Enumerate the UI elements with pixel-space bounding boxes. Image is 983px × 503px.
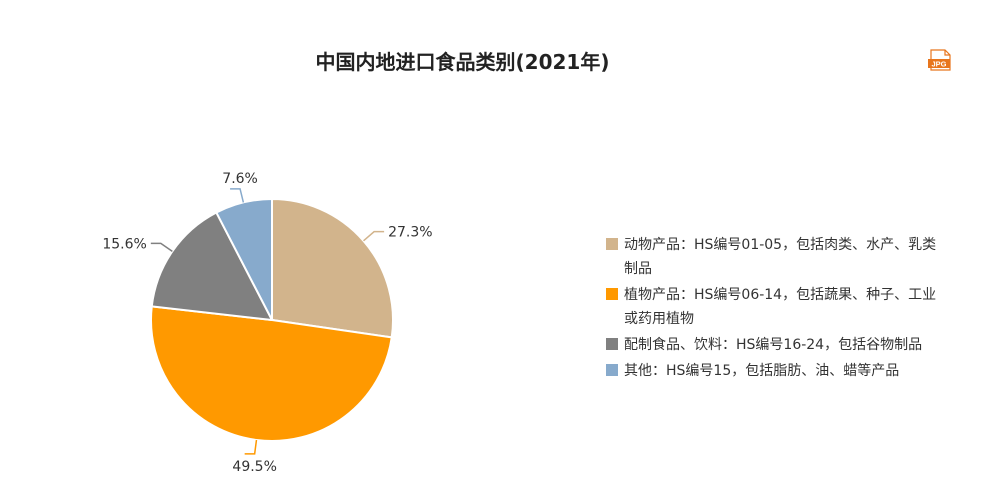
pie-slice[interactable] bbox=[271, 198, 394, 339]
legend-item[interactable]: 配制食品、饮料：HS编号16-24，包括谷物制品 bbox=[606, 333, 951, 357]
legend: 动物产品：HS编号01-05，包括肉类、水产、乳类制品 植物产品：HS编号06-1… bbox=[606, 233, 951, 385]
legend-label: 其他：HS编号15，包括脂肪、油、蜡等产品 bbox=[624, 363, 900, 379]
data-label: 49.5% bbox=[232, 459, 276, 475]
legend-swatch bbox=[606, 288, 618, 300]
export-jpg-button[interactable]: JPG bbox=[927, 49, 953, 71]
chart-title: 中国内地进口食品类别(2021年) bbox=[315, 50, 610, 74]
legend-label: 动物产品：HS编号01-05，包括肉类、水产、乳类制品 bbox=[624, 237, 937, 277]
leader-line bbox=[230, 188, 245, 203]
legend-swatch bbox=[606, 238, 618, 250]
pie-slice[interactable] bbox=[150, 211, 273, 321]
jpg-file-icon: JPG bbox=[928, 49, 951, 71]
legend-item[interactable]: 其他：HS编号15，包括脂肪、油、蜡等产品 bbox=[606, 359, 951, 383]
legend-swatch bbox=[606, 338, 618, 350]
legend-item[interactable]: 植物产品：HS编号06-14，包括蔬果、种子、工业或药用植物 bbox=[606, 283, 951, 331]
legend-swatch bbox=[606, 364, 618, 376]
legend-label: 配制食品、饮料：HS编号16-24，包括谷物制品 bbox=[624, 337, 923, 353]
data-label: 27.3% bbox=[388, 225, 432, 241]
export-label: JPG bbox=[931, 59, 946, 68]
leader-line bbox=[150, 242, 173, 252]
data-label: 15.6% bbox=[102, 236, 146, 252]
leader-line bbox=[363, 230, 385, 242]
pie-slice[interactable] bbox=[215, 198, 273, 321]
legend-label: 植物产品：HS编号06-14，包括蔬果、种子、工业或药用植物 bbox=[624, 287, 937, 327]
leader-line bbox=[244, 439, 258, 455]
data-label: 7.6% bbox=[222, 171, 258, 187]
legend-item[interactable]: 动物产品：HS编号01-05，包括肉类、水产、乳类制品 bbox=[606, 233, 951, 281]
